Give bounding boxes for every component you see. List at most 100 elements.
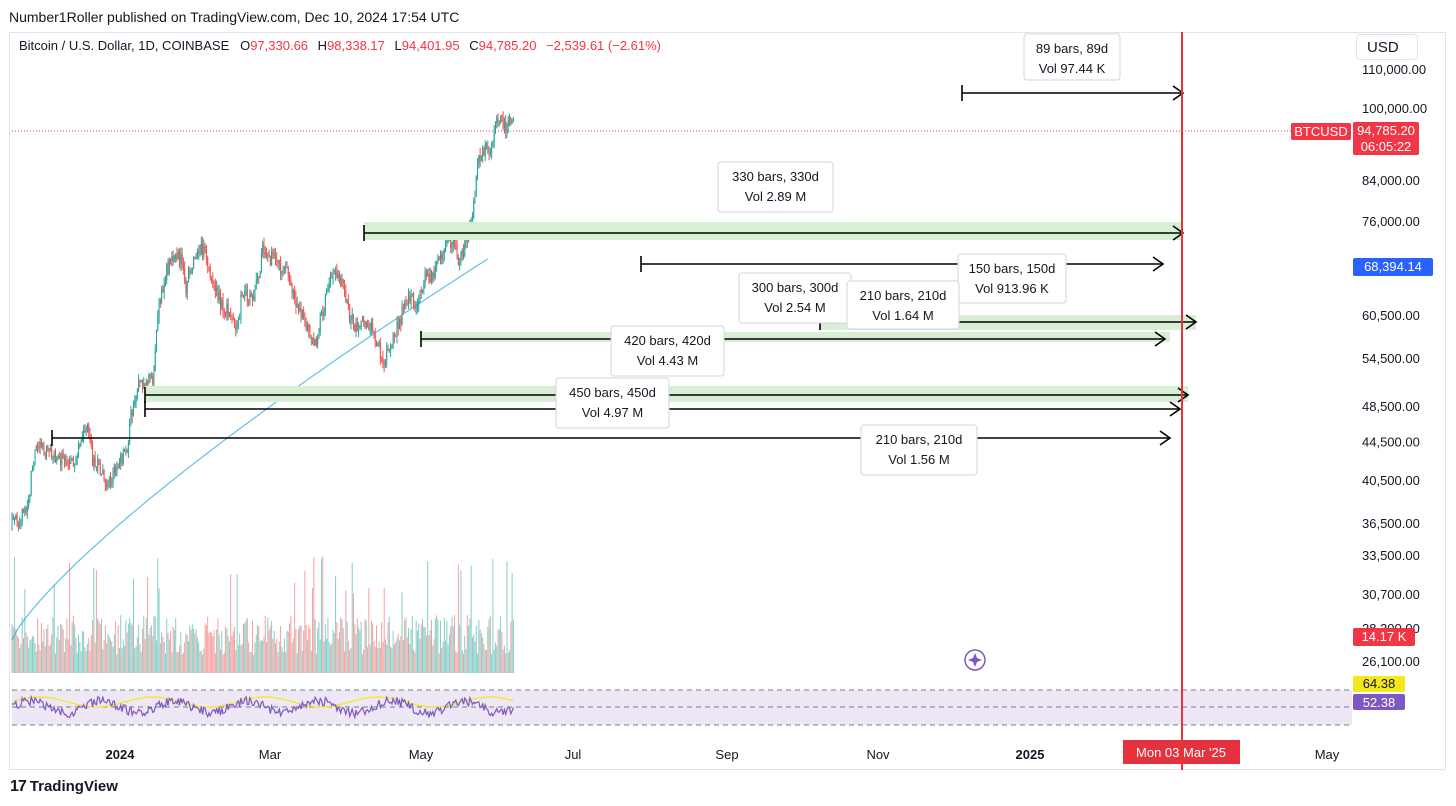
low-label: L (394, 38, 402, 53)
candle-body (439, 253, 441, 259)
candle-body (294, 290, 296, 298)
projection-arrow-head (1159, 430, 1172, 446)
candle-body (202, 243, 204, 257)
candle-body (186, 281, 188, 295)
y-tick-label: 76,000.00 (1362, 214, 1420, 229)
candle-body (251, 296, 253, 300)
candle-body (88, 424, 90, 433)
candle-body (168, 259, 170, 274)
candle-body (173, 259, 175, 262)
candle-body (107, 481, 109, 488)
candle-body (172, 255, 174, 262)
candle-body (124, 450, 126, 452)
candle-body (248, 302, 250, 304)
candle-body (282, 268, 284, 272)
candle-body (455, 244, 457, 246)
candle-body (360, 320, 362, 326)
brand-name: TradingView (29, 778, 118, 795)
candle-body (377, 343, 379, 347)
candle-body (301, 309, 303, 318)
projection-info-volume: Vol 4.43 M (637, 353, 698, 368)
candle-body (368, 323, 370, 329)
candle-body (434, 267, 436, 278)
candle-body (65, 460, 67, 462)
candle-body (26, 505, 28, 512)
candle-body (200, 243, 202, 256)
candle-body (411, 293, 413, 295)
candle-body (250, 293, 252, 297)
currency-selector[interactable]: USD (1356, 34, 1418, 60)
candle-body (194, 257, 196, 259)
candle-body (466, 240, 468, 243)
x-tick-label: Mar (259, 747, 282, 762)
candle-body (111, 481, 113, 484)
candle-body (253, 295, 255, 300)
candle-body (407, 295, 409, 306)
sparkle-icon[interactable] (964, 649, 986, 671)
candle-body (480, 155, 482, 161)
candle-body (273, 253, 275, 255)
candle-body (161, 289, 163, 304)
candle-body (395, 336, 397, 338)
candle-body (479, 155, 481, 161)
candle-body (164, 279, 166, 283)
candle-body (70, 460, 72, 464)
candle-body (460, 256, 462, 264)
candle-body (49, 448, 51, 451)
candle-body (63, 457, 65, 462)
candle-body (166, 264, 168, 280)
candle-body (406, 304, 408, 306)
candle-body (478, 155, 480, 164)
candle-body (493, 130, 495, 142)
candle-body (477, 163, 479, 177)
candle-body (121, 454, 123, 464)
candle-body (179, 252, 181, 265)
candle-body (359, 325, 361, 330)
candle-body (471, 217, 473, 221)
candle-body (259, 271, 261, 278)
candle-body (373, 331, 375, 335)
volume-group (11, 556, 514, 673)
candle-body (40, 442, 42, 446)
candle-body (272, 250, 274, 255)
candle-body (303, 309, 305, 320)
candle-body (30, 471, 32, 495)
candle-body (54, 452, 56, 462)
candle-body (12, 518, 14, 520)
candle-body (278, 260, 280, 264)
candle-body (487, 147, 489, 149)
projection-info-bars: 210 bars, 210d (860, 288, 947, 303)
y-tick-label: 30,700.00 (1362, 587, 1420, 602)
candle-body (93, 457, 95, 467)
candle-body (126, 449, 128, 453)
candle-body (431, 274, 433, 280)
candle-body (452, 238, 454, 246)
candle-body (420, 291, 422, 293)
candle-body (98, 460, 100, 464)
x-tick-label: Jul (565, 747, 582, 762)
candle-body (500, 116, 502, 122)
candle-body (60, 457, 62, 465)
candle-body (310, 337, 312, 339)
candle-body (53, 452, 55, 458)
projection-info-volume: Vol 97.44 K (1039, 61, 1106, 76)
candle-body (125, 449, 127, 451)
candle-body (370, 323, 372, 329)
candle-body (350, 318, 352, 323)
y-tick-label: 60,500.00 (1362, 308, 1420, 323)
projection-info-box (717, 161, 834, 213)
candle-body (86, 424, 88, 430)
candle-body (162, 289, 164, 293)
candle-body (388, 349, 390, 351)
candle-body (58, 455, 60, 458)
support-zone (364, 222, 1183, 240)
candle-body (72, 458, 74, 466)
candle-body (52, 457, 54, 459)
candle-body (318, 331, 320, 339)
candle-body (486, 143, 488, 148)
candle-body (171, 255, 173, 261)
candle-body (75, 457, 77, 465)
candle-body (399, 318, 401, 329)
candle-body (230, 312, 232, 316)
